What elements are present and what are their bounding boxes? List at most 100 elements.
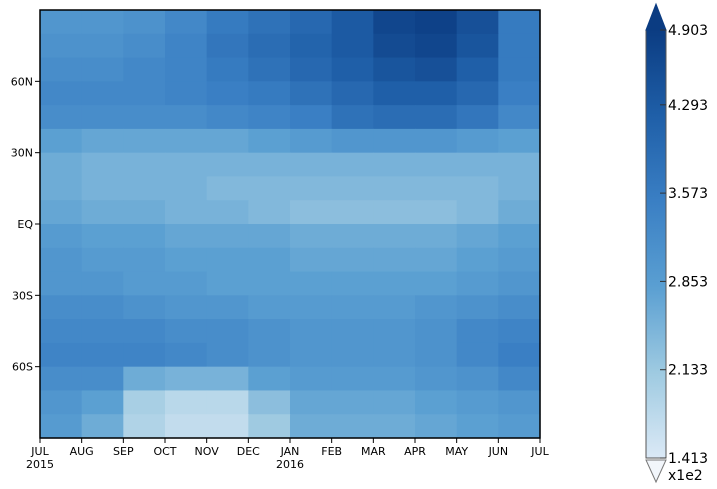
- heatmap-cell: [290, 366, 333, 392]
- x-year-label: 2015: [26, 458, 54, 471]
- heatmap-cell: [165, 319, 208, 344]
- x-tick-label: OCT: [153, 445, 176, 458]
- x-tick-label: DEC: [237, 445, 260, 458]
- heatmap-cell: [81, 57, 124, 82]
- heatmap-cell: [248, 200, 291, 225]
- x-tick-label: JUL: [30, 445, 49, 458]
- heatmap-cell: [415, 200, 458, 225]
- heatmap-cell: [123, 200, 166, 225]
- heatmap-cell: [206, 81, 249, 106]
- heatmap-cell: [456, 342, 499, 368]
- heatmap-cell: [165, 342, 208, 368]
- y-tick-label: EQ: [17, 218, 33, 231]
- heatmap-cell: [498, 10, 541, 35]
- heatmap-cell: [206, 366, 249, 392]
- heatmap-cell: [331, 128, 374, 154]
- heatmap-cell: [290, 33, 333, 59]
- heatmap-cell: [456, 57, 499, 82]
- heatmap-cell: [373, 390, 416, 415]
- heatmap-cell: [456, 414, 499, 439]
- heatmap-cell: [123, 390, 166, 415]
- heatmap-cell: [81, 342, 124, 368]
- y-tick-label: 30S: [12, 289, 33, 302]
- heatmap-cell: [206, 128, 249, 154]
- y-tick-label: 60S: [12, 361, 33, 374]
- heatmap-cell: [81, 414, 124, 439]
- heatmap-cell: [415, 366, 458, 392]
- heatmap-cell: [248, 81, 291, 106]
- heatmap-cell: [206, 10, 249, 35]
- heatmap-cell: [373, 271, 416, 296]
- heatmap-cell: [206, 33, 249, 59]
- heatmap-cell: [373, 10, 416, 35]
- heatmap-cell: [206, 57, 249, 82]
- heatmap-cell: [206, 271, 249, 296]
- colorbar-tick-label: 4.293: [668, 98, 708, 114]
- heatmap-cell: [40, 295, 83, 320]
- heatmap-cell: [373, 319, 416, 344]
- heatmap-cell: [40, 81, 83, 106]
- heatmap-cell: [373, 152, 416, 178]
- heatmap-cell: [456, 128, 499, 154]
- heatmap-cell: [498, 224, 541, 249]
- heatmap-cell: [123, 105, 166, 130]
- heatmap-cell: [248, 128, 291, 154]
- x-tick-label: APR: [404, 445, 426, 458]
- heatmap-cell: [40, 247, 83, 273]
- heatmap-cell: [206, 224, 249, 249]
- heatmap-cell: [373, 414, 416, 439]
- heatmap-cell: [498, 128, 541, 154]
- heatmap-cell: [165, 247, 208, 273]
- heatmap-cell: [498, 152, 541, 178]
- heatmap-cell: [373, 295, 416, 320]
- heatmap-cell: [415, 247, 458, 273]
- heatmap-cell: [498, 247, 541, 273]
- heatmap-cell: [248, 342, 291, 368]
- heatmap-cell: [290, 176, 333, 201]
- heatmap-cell: [248, 295, 291, 320]
- heatmap-cell: [331, 390, 374, 415]
- heatmap-cell: [123, 342, 166, 368]
- heatmap-cell: [123, 10, 166, 35]
- heatmap-cell: [498, 200, 541, 225]
- heatmap-cell: [123, 224, 166, 249]
- heatmap-cell: [165, 176, 208, 201]
- heatmap-cell: [206, 176, 249, 201]
- heatmap-cell: [456, 295, 499, 320]
- heatmap-cell: [40, 10, 83, 35]
- heatmap-cell: [456, 10, 499, 35]
- heatmap-cell: [290, 247, 333, 273]
- heatmap-cell: [40, 366, 83, 392]
- heatmap-cell: [248, 390, 291, 415]
- heatmap-cell: [498, 33, 541, 59]
- heatmap-cell: [206, 390, 249, 415]
- heatmap-cell: [248, 247, 291, 273]
- heatmap-cell: [165, 152, 208, 178]
- colorbar-tick-label: 2.853: [668, 274, 708, 290]
- heatmap-cell: [81, 200, 124, 225]
- heatmap-cell: [331, 10, 374, 35]
- heatmap-cell: [415, 81, 458, 106]
- heatmap-cell: [331, 414, 374, 439]
- heatmap-cell: [331, 224, 374, 249]
- heatmap-cell: [248, 176, 291, 201]
- colorbar-tick-label: 1.413: [668, 451, 708, 467]
- heatmap-cell: [165, 224, 208, 249]
- heatmap-cell: [498, 105, 541, 130]
- heatmap-cell: [123, 176, 166, 201]
- heatmap-cell: [165, 366, 208, 392]
- heatmap-cell: [373, 342, 416, 368]
- heatmap-cell: [165, 128, 208, 154]
- heatmap-cell: [81, 247, 124, 273]
- heatmap-cell: [456, 271, 499, 296]
- heatmap-cell: [290, 200, 333, 225]
- heatmap-cell: [456, 224, 499, 249]
- heatmap-cell: [123, 81, 166, 106]
- heatmap-cell: [81, 295, 124, 320]
- heatmap-cell: [123, 414, 166, 439]
- heatmap-cell: [498, 81, 541, 106]
- heatmap-cell: [81, 128, 124, 154]
- x-tick-label: JUN: [488, 445, 509, 458]
- heatmap-cell: [206, 152, 249, 178]
